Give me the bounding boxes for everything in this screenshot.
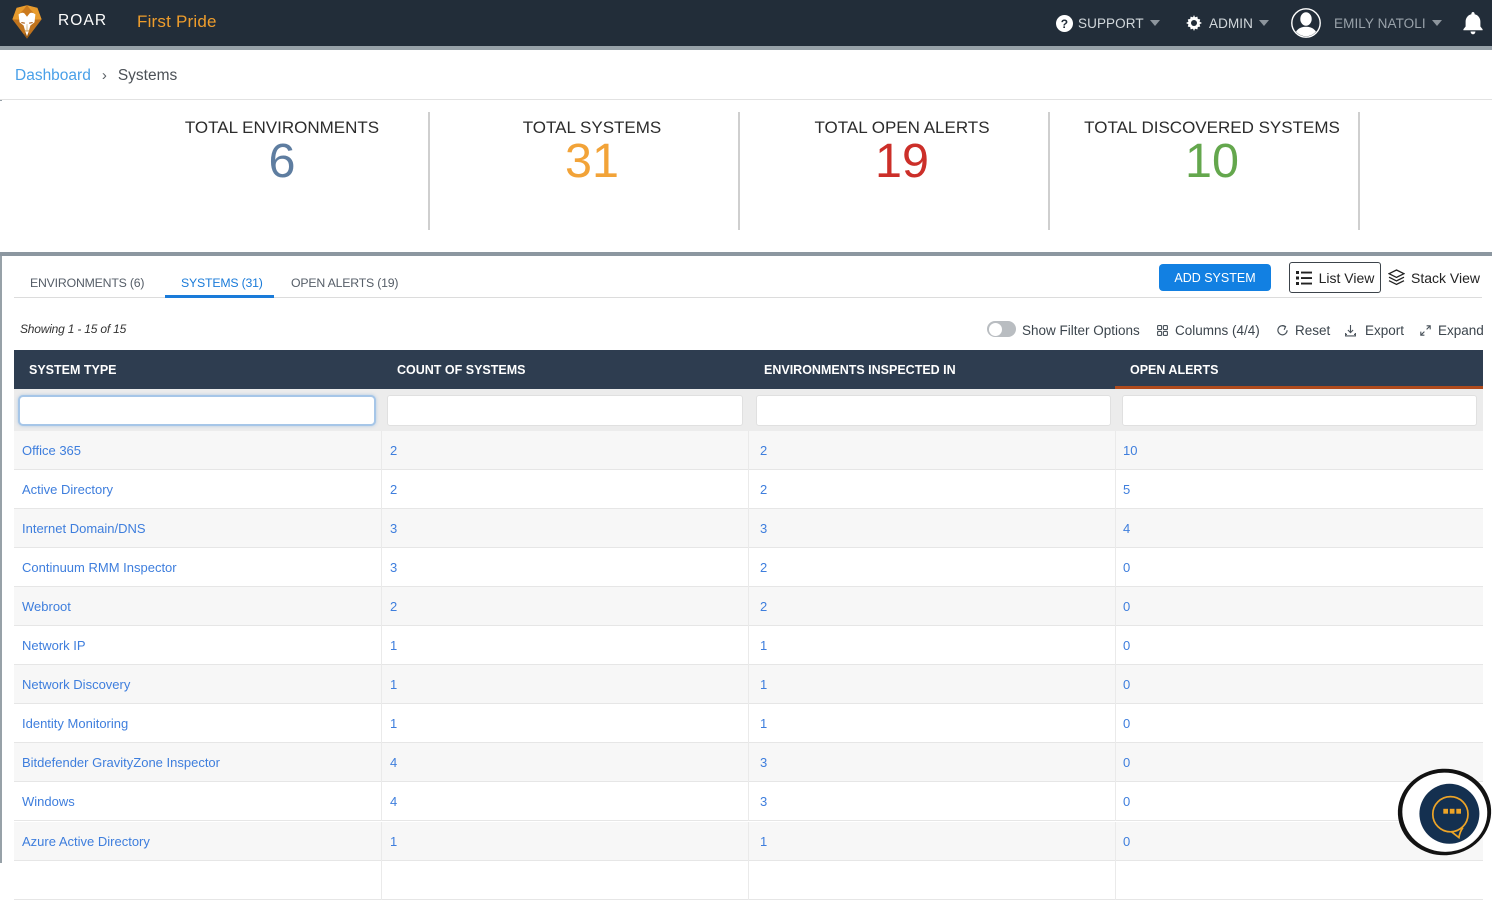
svg-text:?: ?	[1061, 16, 1068, 30]
